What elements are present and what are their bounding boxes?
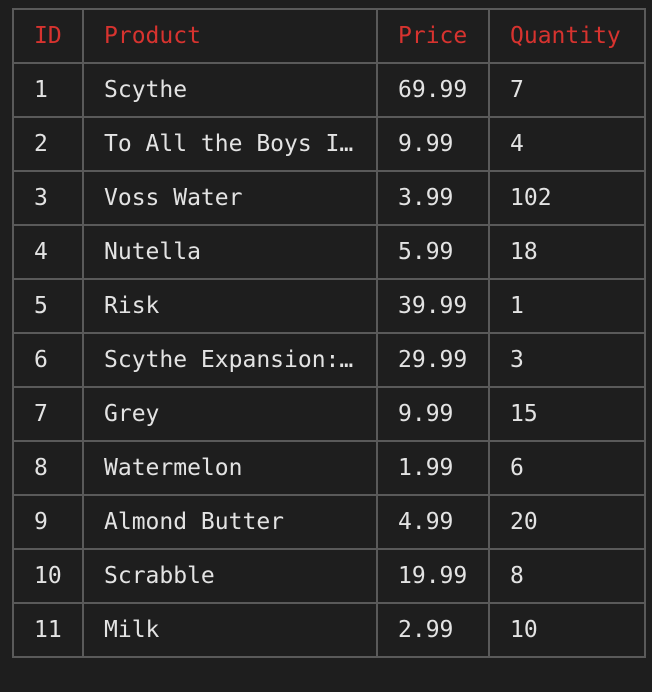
cell-product: Scythe — [82, 62, 378, 118]
table-row: 11 Milk 2.99 10 — [12, 602, 646, 658]
table-row: 9 Almond Butter 4.99 20 — [12, 494, 646, 550]
table-row: 7 Grey 9.99 15 — [12, 386, 646, 442]
cell-product: Scythe Expansion:… — [82, 332, 378, 388]
cell-quantity: 6 — [488, 440, 646, 496]
cell-price: 5.99 — [376, 224, 490, 280]
cell-price: 9.99 — [376, 386, 490, 442]
cell-price: 4.99 — [376, 494, 490, 550]
cell-product: Nutella — [82, 224, 378, 280]
table-body: 1 Scythe 69.99 7 2 To All the Boys I… 9.99 4 3 Vo… — [12, 62, 646, 658]
table-row: 3 Voss Water 3.99 102 — [12, 170, 646, 226]
column-header-product: Product — [82, 8, 378, 64]
cell-quantity: 8 — [488, 548, 646, 604]
cell-quantity: 7 — [488, 62, 646, 118]
cell-quantity: 18 — [488, 224, 646, 280]
cell-product: Watermelon — [82, 440, 378, 496]
cell-id: 8 — [12, 440, 84, 496]
cell-product: Milk — [82, 602, 378, 658]
cell-product: Voss Water — [82, 170, 378, 226]
table-row: 2 To All the Boys I… 9.99 4 — [12, 116, 646, 172]
table-row: 5 Risk 39.99 1 — [12, 278, 646, 334]
table-row: 4 Nutella 5.99 18 — [12, 224, 646, 280]
cell-product: Almond Butter — [82, 494, 378, 550]
cell-quantity: 15 — [488, 386, 646, 442]
cell-id: 3 — [12, 170, 84, 226]
products-table-container: ID Product Price Quantity 1 Scythe 69.99 7 2… — [12, 8, 646, 658]
cell-price: 3.99 — [376, 170, 490, 226]
cell-quantity: 4 — [488, 116, 646, 172]
cell-id: 7 — [12, 386, 84, 442]
products-table: ID Product Price Quantity 1 Scythe 69.99 7 2… — [12, 8, 646, 658]
cell-id: 1 — [12, 62, 84, 118]
cell-product: Grey — [82, 386, 378, 442]
cell-quantity: 10 — [488, 602, 646, 658]
cell-id: 9 — [12, 494, 84, 550]
table-row: 1 Scythe 69.99 7 — [12, 62, 646, 118]
table-header-row: ID Product Price Quantity — [12, 8, 646, 64]
cell-price: 2.99 — [376, 602, 490, 658]
cell-quantity: 1 — [488, 278, 646, 334]
column-header-price: Price — [376, 8, 490, 64]
cell-product: To All the Boys I… — [82, 116, 378, 172]
cell-price: 29.99 — [376, 332, 490, 388]
cell-price: 39.99 — [376, 278, 490, 334]
table-row: 8 Watermelon 1.99 6 — [12, 440, 646, 496]
cell-id: 5 — [12, 278, 84, 334]
cell-price: 69.99 — [376, 62, 490, 118]
table-row: 10 Scrabble 19.99 8 — [12, 548, 646, 604]
cell-quantity: 3 — [488, 332, 646, 388]
cell-id: 4 — [12, 224, 84, 280]
cell-price: 9.99 — [376, 116, 490, 172]
cell-price: 1.99 — [376, 440, 490, 496]
cell-quantity: 102 — [488, 170, 646, 226]
cell-id: 11 — [12, 602, 84, 658]
table-row: 6 Scythe Expansion:… 29.99 3 — [12, 332, 646, 388]
cell-product: Risk — [82, 278, 378, 334]
cell-id: 6 — [12, 332, 84, 388]
column-header-quantity: Quantity — [488, 8, 646, 64]
cell-product: Scrabble — [82, 548, 378, 604]
cell-quantity: 20 — [488, 494, 646, 550]
column-header-id: ID — [12, 8, 84, 64]
cell-id: 2 — [12, 116, 84, 172]
cell-price: 19.99 — [376, 548, 490, 604]
cell-id: 10 — [12, 548, 84, 604]
